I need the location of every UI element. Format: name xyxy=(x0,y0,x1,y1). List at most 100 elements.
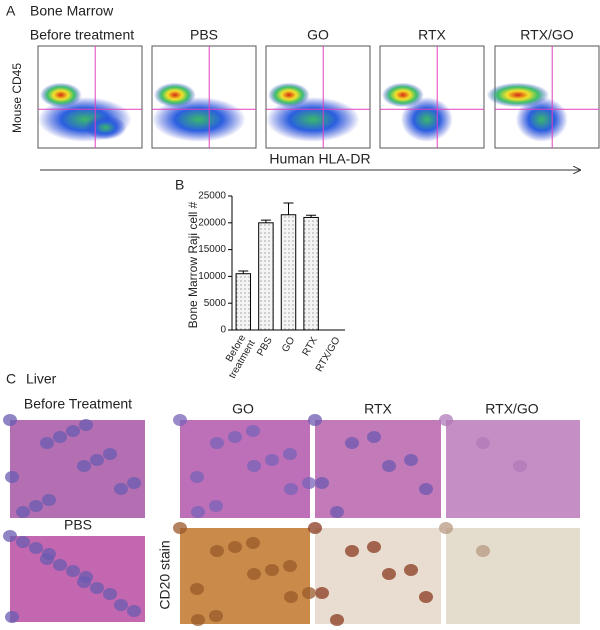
tissue-image xyxy=(180,420,310,518)
tissue-spot xyxy=(439,414,453,426)
error-bar xyxy=(306,214,317,218)
tissue-spot xyxy=(302,477,316,489)
y-tick-label: 10000 xyxy=(198,271,226,282)
tissue-spot xyxy=(246,425,260,437)
tissue-spot xyxy=(308,522,322,534)
tissue-spot xyxy=(513,460,527,472)
image-title: RTX xyxy=(364,401,392,417)
x-tick-label: PBS xyxy=(255,335,275,358)
density xyxy=(382,82,453,142)
tissue-spot xyxy=(191,506,205,518)
error-bar xyxy=(260,219,271,223)
stain-label: CD20 stain xyxy=(157,540,173,609)
tissue-spot xyxy=(16,536,30,548)
bar xyxy=(258,222,274,331)
tissue-spot xyxy=(90,454,104,466)
y-tick-label: 20000 xyxy=(198,217,226,228)
density xyxy=(152,82,246,142)
image-title: PBS xyxy=(64,517,92,533)
x-tick-label: RTX xyxy=(301,335,321,358)
tissue-spot xyxy=(5,471,19,483)
image-title: RTX/GO xyxy=(485,401,539,417)
tissue-spot xyxy=(190,583,204,595)
tissue-spot xyxy=(79,571,93,583)
tissue-spot xyxy=(103,588,117,600)
panel-letter: A xyxy=(6,3,16,19)
tissue-spot xyxy=(228,541,242,553)
tissue-spot xyxy=(228,431,242,443)
tissue-spot xyxy=(191,614,205,626)
tissue-spot xyxy=(16,506,30,518)
tissue-spot xyxy=(345,545,359,557)
image-title: Before Treatment xyxy=(24,396,132,412)
panel-title: Liver xyxy=(26,371,57,387)
panel-title: Bone Marrow xyxy=(30,3,114,19)
tissue-image xyxy=(180,528,310,624)
tissue-spot xyxy=(302,587,316,599)
tissue-spot xyxy=(114,599,128,611)
tissue-spot xyxy=(476,437,490,449)
tissue-spot xyxy=(284,591,298,603)
tissue-spot xyxy=(114,483,128,495)
tissue-spot xyxy=(173,414,187,426)
tissue-spot xyxy=(3,414,17,426)
blob xyxy=(382,82,424,108)
tissue-spot xyxy=(330,506,344,518)
tissue-spot xyxy=(419,591,433,603)
tissue-spot xyxy=(42,494,56,506)
tissue-spot xyxy=(210,437,224,449)
plot-title: RTX xyxy=(418,27,446,43)
blob xyxy=(486,82,550,108)
blob xyxy=(40,82,82,108)
x-tick-label: GO xyxy=(280,335,297,354)
y-tick-label: 5000 xyxy=(204,298,227,309)
error-bar xyxy=(238,270,249,274)
tissue-spot xyxy=(209,610,223,622)
tissue-spot xyxy=(367,541,381,553)
panel-letter: C xyxy=(6,371,16,387)
tissue-spot xyxy=(53,431,67,443)
blob xyxy=(152,97,246,142)
y-label: Mouse CD45 xyxy=(10,63,24,133)
tissue-spot xyxy=(210,545,224,557)
tissue-spot xyxy=(90,582,104,594)
tissue-spot xyxy=(283,560,297,572)
tissue-spot xyxy=(173,522,187,534)
tissue-spot xyxy=(308,414,322,426)
tissue-spot xyxy=(3,530,17,542)
tissue-spot xyxy=(439,522,453,534)
x-label: Human HLA-DR xyxy=(269,151,370,167)
bar xyxy=(303,216,319,331)
tissue-image xyxy=(446,528,580,624)
density xyxy=(266,82,360,142)
y-label: Bone Marrow Raji cell # xyxy=(186,201,200,328)
tissue-spot xyxy=(315,477,329,489)
tissue-spot xyxy=(265,564,279,576)
tissue-spot xyxy=(246,537,260,549)
blob xyxy=(515,97,568,142)
bar xyxy=(235,273,252,331)
tissue-spot xyxy=(77,460,91,472)
tissue-spot xyxy=(404,454,418,466)
tissue-spot xyxy=(265,454,279,466)
tissue-spot xyxy=(476,545,490,557)
tissue-spot xyxy=(127,477,141,489)
tissue-spot xyxy=(247,460,261,472)
density xyxy=(486,82,568,142)
tissue-spot xyxy=(79,419,93,431)
tissue-spot xyxy=(66,425,80,437)
plot-title: PBS xyxy=(190,27,218,43)
panel-letter: B xyxy=(175,177,184,193)
tissue-spot xyxy=(29,500,43,512)
tissue-spot xyxy=(345,437,359,449)
tissue-spot xyxy=(404,564,418,576)
tissue-spot xyxy=(42,548,56,560)
tissue-spot xyxy=(247,568,261,580)
tissue-spot xyxy=(315,587,329,599)
tissue-spot xyxy=(5,611,19,623)
tissue-image xyxy=(446,420,580,518)
image-title: GO xyxy=(232,401,254,417)
blob xyxy=(84,115,127,140)
tissue-spot xyxy=(284,483,298,495)
